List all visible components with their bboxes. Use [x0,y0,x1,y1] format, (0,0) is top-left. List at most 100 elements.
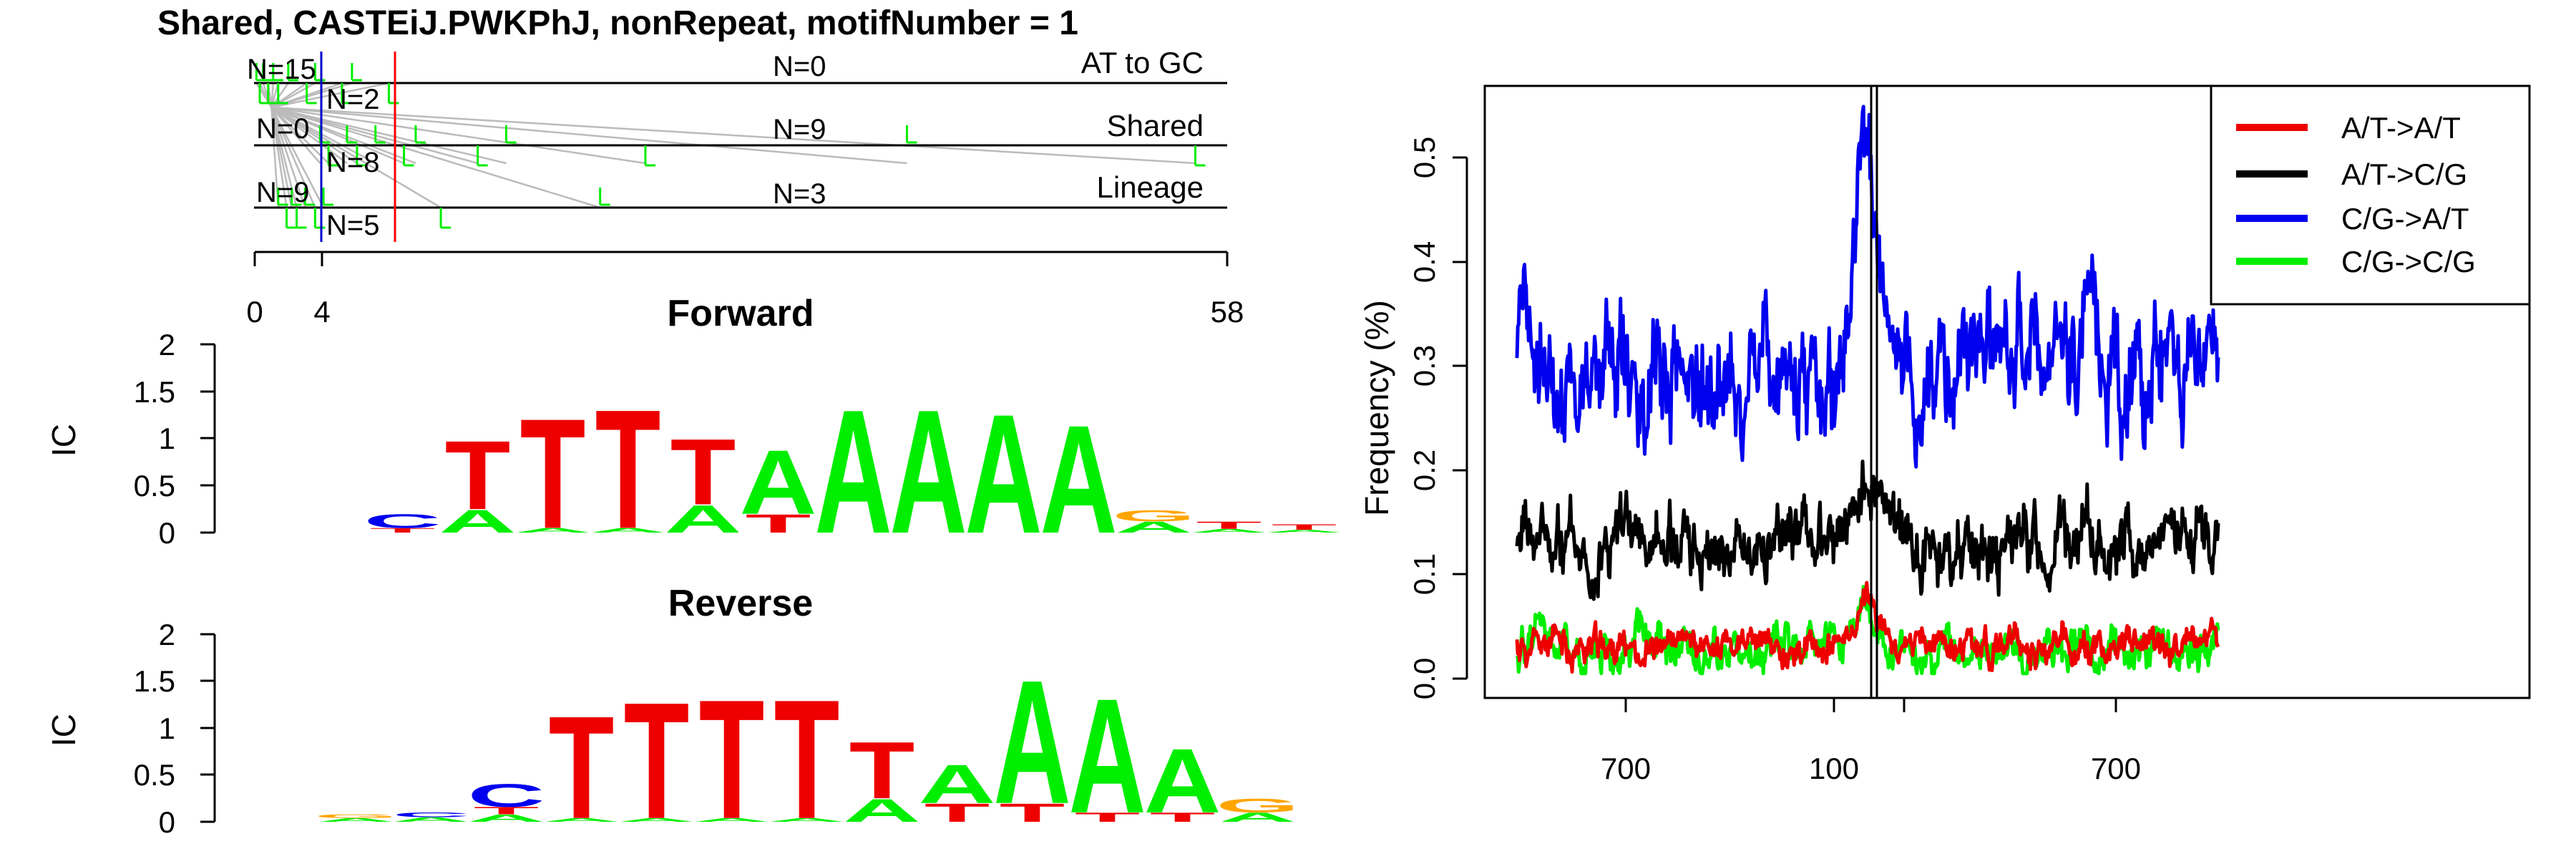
chart-yticks: 0.0 0.1 0.2 0.3 0.4 0.5 [1407,137,1467,699]
track-axis-label-0: 0 [246,295,263,329]
track-marks [255,63,1206,229]
n-mid-shared: N=9 [773,114,826,145]
n-left-shared: N=0 [256,113,310,145]
logo-letter-T: T [445,421,511,530]
figure-title: Shared, CASTEiJ.PWKPhJ, nonRepeat, motif… [157,4,1078,42]
connector-line [271,82,389,109]
connector-line [271,106,907,165]
track-axis-label-4: 4 [313,295,330,329]
forward-yticks: 2 1.5 1 0.5 0 [134,328,215,550]
chart-ytick-4: 0.4 [1407,241,1441,283]
legend-label-at-cg: A/T->C/G [2341,157,2467,191]
chart-ytick-1: 0.1 [1407,553,1441,595]
chart-ytick-0: 0.0 [1407,658,1441,699]
logo-letter-T: T [624,669,690,854]
logo-letter-C: C [392,811,469,818]
logo-letter-A: A [1068,664,1146,847]
frequency-chart: Frequency (%) 0.0 0.1 0.2 0.3 0.4 0.5 70… [1358,84,2531,785]
reverse-yticks: 2 1.5 1 0.5 0 [134,618,215,839]
n-right-lineage: N=5 [326,210,380,241]
chart-xtick-700-left: 700 [1601,752,1651,785]
series-line-2 [1515,105,2220,469]
n-mid-lineage: N=3 [773,178,826,210]
reverse-ytick-0.5: 0.5 [134,758,175,792]
logo-letter-A: A [467,812,545,824]
logo-letter-T: T [746,509,811,538]
track-label-lineage: Lineage [1097,170,1204,204]
logo-letter-A: A [889,374,967,571]
connector-line [270,107,316,208]
logo-letter-T: T [474,805,540,816]
logo-letter-A: A [814,374,892,571]
chart-xtick-700-right: 700 [2091,752,2141,785]
connector-line [270,106,416,165]
logo-letter-T: T [1000,798,1065,828]
legend-label-cg-cg: C/G->C/G [2341,245,2476,278]
legend-box [2210,84,2531,306]
logo-letter-A: A [392,816,469,823]
logo-letter-A: A [439,503,516,540]
n-left-at-to-gc: N=15 [247,54,316,85]
connector-line [270,107,306,208]
chart-ytick-5: 0.5 [1407,137,1441,178]
logo-letter-T: T [595,374,661,564]
connector-line [270,107,321,164]
chart-ytick-2: 0.2 [1407,450,1441,491]
logo-letter-C: C [467,777,545,814]
logo-letter-A: A [664,498,741,541]
n-right-at-to-gc: N=2 [326,84,380,115]
reverse-ytick-1.5: 1.5 [134,664,175,698]
logo-letter-A: A [1143,729,1221,832]
logo-letter-T: T [924,798,990,828]
track-axis: 0 4 58 [246,251,1244,329]
logo-letter-A: A [965,379,1042,569]
logo-letter-T: T [849,726,915,816]
connector-lines [255,82,1196,209]
connector-line [271,106,646,165]
connector-line [271,106,507,165]
forward-ytick-0.5: 0.5 [134,469,175,503]
forward-ytick-0: 0 [159,516,175,550]
logo-letter-A: A [1219,810,1296,825]
chart-legend: A/T->A/T A/T->C/G C/G->A/T C/G->C/G [2210,84,2531,306]
connector-line [271,106,601,209]
connector-line [271,106,1196,165]
logo-letter-T: T [549,686,615,850]
legend-label-cg-at: C/G->A/T [2341,202,2469,236]
chart-xticks: 700 100 700 [1601,698,2141,785]
chart-plot-box [1483,84,2531,699]
forward-title: Forward [667,293,814,334]
logo-letter-T: T [699,665,765,855]
logo-letter-C: C [364,510,441,533]
n-right-shared: N=8 [326,147,380,178]
track-panel: N=15 N=2 N=0 AT to GC N=0 N=8 N=9 Shared… [246,46,1244,329]
logo-letter-A: A [918,754,995,815]
logo-letter-A: A [542,817,620,822]
logo-letter-T: T [1075,810,1141,825]
connector-line [270,107,280,208]
logo-letter-T: T [774,665,840,855]
series-line-1 [1515,460,2220,601]
legend-label-at-at: A/T->A/T [2341,111,2461,145]
logo-letter-T: T [370,527,436,534]
chart-xtick-100: 100 [1809,752,1859,785]
reverse-ytick-2: 2 [159,618,175,651]
logo-letter-T: T [1272,523,1337,531]
track-label-at-to-gc: AT to GC [1081,46,1204,79]
logo-letter-A: A [739,431,816,533]
connector-line [270,107,325,208]
track-axis-label-58: 58 [1211,295,1244,329]
logo-letter-G: G [1216,795,1299,817]
logo-letter-A: A [1265,529,1342,533]
logo-letter-A: A [589,527,666,534]
logo-letter-G: G [1112,507,1196,525]
series-line-0 [1515,581,2220,674]
logo-letter-G: G [314,813,398,819]
logo-letter-A: A [1190,528,1267,533]
logo-letter-T: T [520,386,586,561]
logo-letter-A: A [618,817,695,822]
